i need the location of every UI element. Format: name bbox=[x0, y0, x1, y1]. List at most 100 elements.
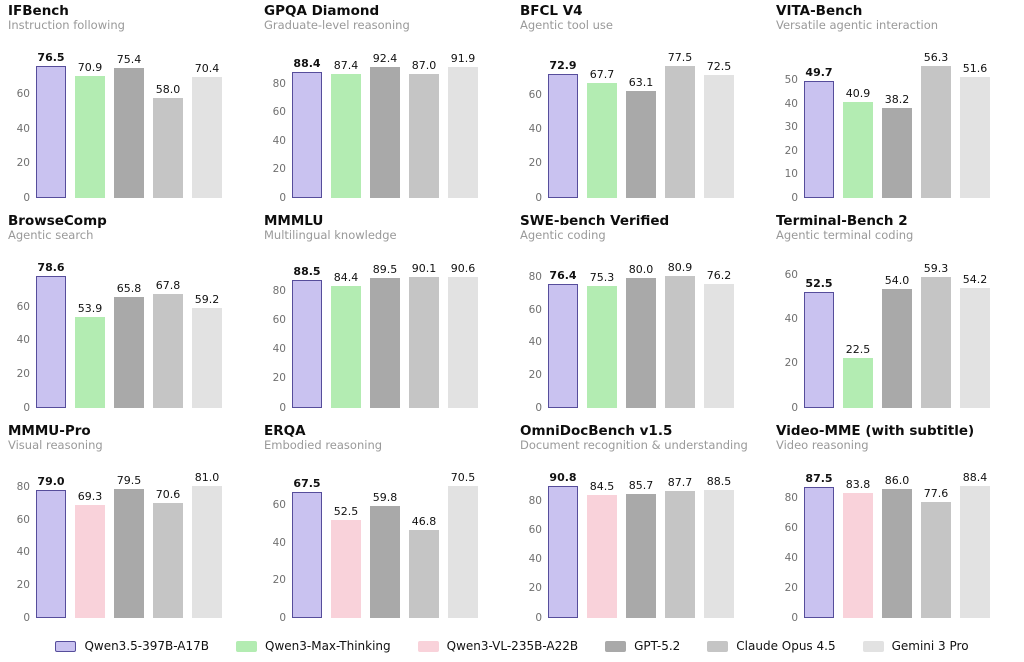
bar-value-label: 83.8 bbox=[845, 477, 871, 491]
chart-title: Terminal-Bench 2 bbox=[776, 213, 908, 229]
bar bbox=[448, 276, 478, 408]
bars-container: 88.5 84.4 89.5 90.1 90.6 bbox=[292, 260, 478, 408]
legend-swatch-icon bbox=[605, 640, 627, 652]
bar-group: 59.8 bbox=[370, 470, 400, 618]
y-axis-tick-label: 0 bbox=[279, 401, 286, 414]
plot-area: 0 20 40 60 80 88.5 84.4 89.5 90.1 90.6 bbox=[264, 260, 504, 414]
bar bbox=[114, 488, 144, 618]
bar-group: 59.2 bbox=[192, 260, 222, 408]
y-axis-tick-label: 0 bbox=[23, 401, 30, 414]
bar-group: 70.6 bbox=[153, 470, 183, 618]
bar-group: 77.5 bbox=[665, 50, 695, 198]
legend-item: Gemini 3 Pro bbox=[862, 639, 969, 653]
chart-panel: GPQA Diamond Graduate-level reasoning 0 2… bbox=[256, 0, 512, 210]
legend-swatch-icon bbox=[236, 640, 258, 652]
chart-title: BrowseComp bbox=[8, 213, 107, 229]
bar-group: 88.5 bbox=[292, 260, 322, 408]
bar bbox=[36, 275, 66, 408]
plot-area: 0 20 40 60 80 88.4 87.4 92.4 87.0 91.9 bbox=[264, 50, 504, 204]
bar-group: 63.1 bbox=[626, 50, 656, 198]
bar bbox=[192, 308, 222, 408]
bar-value-label: 67.5 bbox=[293, 476, 321, 490]
bar bbox=[370, 505, 400, 618]
legend-label: Claude Opus 4.5 bbox=[736, 639, 836, 653]
y-axis-tick-label: 60 bbox=[16, 513, 30, 526]
bar-value-label: 70.5 bbox=[450, 470, 476, 484]
bar-group: 80.0 bbox=[626, 260, 656, 408]
bar-group: 67.7 bbox=[587, 50, 617, 198]
bar-value-label: 53.9 bbox=[77, 302, 103, 316]
bar bbox=[114, 297, 144, 408]
bar-value-label: 69.3 bbox=[77, 490, 103, 504]
bar-value-label: 72.5 bbox=[706, 59, 732, 73]
bar-value-label: 40.9 bbox=[845, 86, 871, 100]
bar-value-label: 80.9 bbox=[667, 261, 693, 275]
bar bbox=[36, 489, 66, 618]
legend-item: Qwen3.5-397B-A17B bbox=[55, 639, 209, 653]
y-axis-tick-label: 50 bbox=[784, 74, 798, 87]
bar-group: 53.9 bbox=[75, 260, 105, 408]
bar-value-label: 46.8 bbox=[411, 515, 437, 529]
bar-group: 87.0 bbox=[409, 50, 439, 198]
bar bbox=[192, 486, 222, 618]
bar-value-label: 63.1 bbox=[628, 75, 654, 89]
bar bbox=[960, 76, 990, 198]
bar-group: 54.0 bbox=[882, 260, 912, 408]
y-axis-tick-label: 40 bbox=[784, 551, 798, 564]
bar-value-label: 88.5 bbox=[706, 474, 732, 488]
chart-subtitle: Multilingual knowledge bbox=[264, 228, 397, 242]
y-axis-tick-label: 0 bbox=[23, 611, 30, 624]
bar-group: 87.7 bbox=[665, 470, 695, 618]
bar-group: 90.8 bbox=[548, 470, 578, 618]
bar bbox=[665, 490, 695, 618]
bar bbox=[331, 519, 361, 618]
y-axis-tick-label: 20 bbox=[16, 157, 30, 170]
bar-value-label: 54.0 bbox=[884, 273, 910, 287]
bar-group: 76.5 bbox=[36, 50, 66, 198]
bar-group: 83.8 bbox=[843, 470, 873, 618]
bars-container: 88.4 87.4 92.4 87.0 91.9 bbox=[292, 50, 478, 198]
bar bbox=[153, 98, 183, 198]
bar-value-label: 91.9 bbox=[450, 52, 476, 66]
plot-area: 0 20 40 60 80 79.0 69.3 79.5 70.6 81.0 bbox=[8, 470, 248, 624]
bar bbox=[843, 101, 873, 198]
bar-group: 40.9 bbox=[843, 50, 873, 198]
chart-subtitle: Agentic tool use bbox=[520, 18, 613, 32]
bar-value-label: 85.7 bbox=[628, 478, 654, 492]
bar-group: 91.9 bbox=[448, 50, 478, 198]
bar bbox=[626, 90, 656, 198]
chart-subtitle: Visual reasoning bbox=[8, 438, 103, 452]
bar-value-label: 59.8 bbox=[372, 490, 398, 504]
bar-group: 77.6 bbox=[921, 470, 951, 618]
bar bbox=[448, 485, 478, 618]
y-axis-tick-label: 80 bbox=[528, 271, 542, 284]
y-axis-tick-label: 40 bbox=[272, 343, 286, 356]
bar-group: 38.2 bbox=[882, 50, 912, 198]
y-axis-tick-label: 60 bbox=[272, 499, 286, 512]
bar-value-label: 88.4 bbox=[293, 57, 321, 71]
bars-container: 79.0 69.3 79.5 70.6 81.0 bbox=[36, 470, 222, 618]
y-axis-tick-label: 20 bbox=[784, 144, 798, 157]
bar-value-label: 88.5 bbox=[293, 264, 321, 278]
bars-container: 72.9 67.7 63.1 77.5 72.5 bbox=[548, 50, 734, 198]
y-axis-tick-label: 40 bbox=[16, 546, 30, 559]
bar-value-label: 77.5 bbox=[667, 51, 693, 65]
bar bbox=[882, 108, 912, 198]
y-axis-tick-label: 30 bbox=[784, 121, 798, 134]
y-axis-tick-label: 20 bbox=[16, 578, 30, 591]
plot-area: 0 20 40 60 67.5 52.5 59.8 46.8 70.5 bbox=[264, 470, 504, 624]
chart-panel: BFCL V4 Agentic tool use 0 20 40 60 72.9 67.… bbox=[512, 0, 768, 210]
bar-value-label: 76.2 bbox=[706, 269, 732, 283]
plot-area: 0 20 40 60 80 87.5 83.8 86.0 77.6 88.4 bbox=[776, 470, 1016, 624]
y-axis-tick-label: 60 bbox=[272, 314, 286, 327]
bar-value-label: 67.8 bbox=[155, 278, 181, 292]
y-axis-tick-label: 80 bbox=[784, 491, 798, 504]
y-axis-tick-label: 20 bbox=[528, 582, 542, 595]
y-axis-tick-label: 80 bbox=[528, 495, 542, 508]
bar-group: 92.4 bbox=[370, 50, 400, 198]
bar bbox=[626, 277, 656, 408]
y-axis-tick-label: 60 bbox=[272, 106, 286, 119]
bar-value-label: 75.4 bbox=[116, 53, 142, 67]
bar bbox=[292, 72, 322, 198]
